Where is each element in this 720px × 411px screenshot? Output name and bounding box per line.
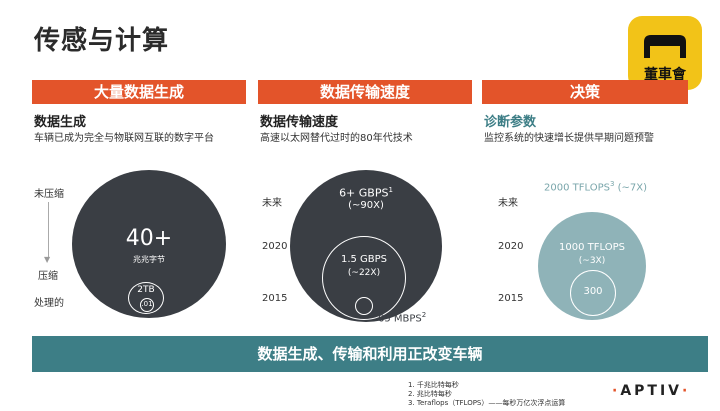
brand-dot: · <box>612 383 621 399</box>
arrow-down-icon: ▼ <box>44 255 51 264</box>
small-circle-speed <box>355 297 373 315</box>
mid-value: 1.5 GBPS <box>340 254 388 265</box>
section-description: 监控系统的快速增长提供早期问题预警 <box>484 133 654 144</box>
aptiv-logo: ·APTIV· <box>612 383 690 399</box>
axis-label-2020: 2020 <box>498 241 524 252</box>
tiny-value: .01 <box>141 300 153 308</box>
section-header-data-generation: 大量数据生成 <box>32 80 246 104</box>
car-icon <box>644 35 686 58</box>
small-circle-tflops <box>570 270 616 316</box>
mid-multiplier: (~3X) <box>578 256 606 266</box>
page-title: 传感与计算 <box>34 26 170 56</box>
axis-label-compressed: 压缩 <box>38 271 58 282</box>
axis-label-2015: 2015 <box>262 293 288 304</box>
big-unit: 兆兆字节 <box>133 255 165 264</box>
axis-label-2015: 2015 <box>498 293 524 304</box>
axis-line <box>48 202 49 258</box>
small-value: 300 <box>583 286 603 297</box>
big-value: 2000 TFLOPS <box>544 182 610 194</box>
axis-label-2020: 2020 <box>262 241 288 252</box>
axis-label-future: 未来 <box>498 198 518 209</box>
tiny-circle <box>140 298 154 312</box>
mid-value: 1000 TFLOPS <box>559 242 625 253</box>
small-value: 65 MBPS <box>378 313 422 325</box>
footnote-ref: 1 <box>388 186 393 194</box>
small-speed-label: 65 MBPS2 <box>378 311 426 324</box>
dongchehui-logo: 董車會 <box>628 16 702 90</box>
logo-text: 董車會 <box>644 67 686 83</box>
section-header-transmission-speed: 数据传输速度 <box>258 80 472 104</box>
section-subtitle: 数据生成 <box>34 115 87 130</box>
small-circle-2tb <box>128 282 164 314</box>
footnote-ref: 3 <box>609 180 615 188</box>
footnotes: 1. 千兆比特每秒 2. 兆比特每秒 3. Teraflops（TFLOPS）—… <box>408 381 565 408</box>
small-value: 2TB <box>137 285 155 295</box>
brand-name: APTIV <box>620 383 683 399</box>
big-value: 40+ <box>125 226 173 251</box>
mid-circle-speed <box>322 236 406 320</box>
big-tflops-label: 2000 TFLOPS3 (~7X) <box>544 180 647 193</box>
section-subtitle: 数据传输速度 <box>260 115 339 130</box>
big-speed-label: 6+ GBPS1 <box>290 186 442 200</box>
section-description: 车辆已成为完全与物联网互联的数字平台 <box>34 133 214 144</box>
big-multiplier: (~90X) <box>348 200 384 211</box>
section-description: 高速以太网替代过时的80年代技术 <box>260 133 413 144</box>
footnote-1: 1. 千兆比特每秒 <box>408 381 459 389</box>
big-value: 6+ GBPS <box>339 186 389 200</box>
mid-multiplier: (~22X) <box>347 268 381 278</box>
axis-label-uncompressed: 未压缩 <box>34 189 64 200</box>
footnote-3: 3. Teraflops（TFLOPS）——每秒万亿次浮点运算 <box>408 399 566 407</box>
brand-dot: · <box>682 383 691 399</box>
axis-label-processed: 处理的 <box>34 298 64 309</box>
section-header-decision: 决策 <box>482 80 688 104</box>
axis-label-future: 未来 <box>262 198 282 209</box>
bottom-banner: 数据生成、传输和利用正改变车辆 <box>32 336 708 372</box>
footnote-2: 2. 兆比特每秒 <box>408 390 452 398</box>
big-multiplier: (~7X) <box>617 182 648 194</box>
section-subtitle: 诊断参数 <box>484 115 537 130</box>
footnote-ref: 2 <box>421 311 427 319</box>
